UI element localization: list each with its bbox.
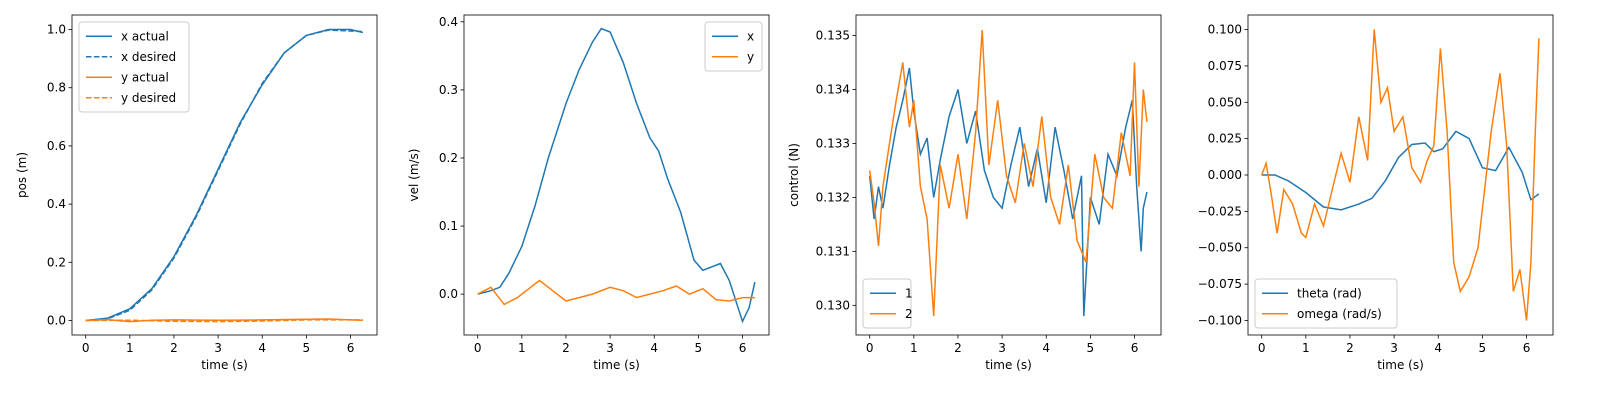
y-tick-label-4-2: −0.050 [1198, 241, 1242, 255]
y-tick-label-4-5: 0.025 [1208, 132, 1242, 146]
x-tick-label-2-1: 1 [518, 341, 526, 355]
legend-box-3 [862, 278, 912, 329]
y-tick-label-3-0: 0.130 [816, 298, 850, 312]
legend-entry-4-1: theta (rad) [1297, 286, 1362, 300]
x-tick-label-1-2: 2 [170, 341, 178, 355]
y-axis-label-1: pos (m) [15, 152, 29, 198]
chart-panel-3: 0 1 2 3 4 5 60.1300.1310.1320.1330.1340.135tim… [787, 14, 1162, 372]
legend-box-4 [1254, 278, 1398, 329]
legend-entry-3-1: 1 [905, 286, 913, 300]
x-tick-label-3-6: 6 [1131, 341, 1139, 355]
x-tick-label-1-1: 1 [126, 341, 134, 355]
series-line-4-1 [1261, 130, 1540, 211]
x-tick-label-4-6: 6 [1523, 341, 1531, 355]
y-tick-label-1-4: 0.8 [47, 81, 66, 95]
series-line-2-1 [477, 27, 756, 324]
x-tick-label-2-3: 3 [606, 341, 614, 355]
x-axis-label-2: time (s) [593, 358, 640, 372]
x-axis-label-4: time (s) [1377, 358, 1424, 372]
x-tick-label-1-5: 5 [303, 341, 311, 355]
legend-entry-1-1: x actual [121, 29, 169, 43]
legend-3: 12 [862, 278, 913, 329]
legend-1: x actual x desired y actual y desired [78, 21, 190, 113]
series-line-1-2 [85, 29, 363, 322]
legend-entry-1-2: x desired [121, 50, 176, 64]
x-tick-label-2-6: 6 [739, 341, 747, 355]
x-axis-label-3: time (s) [985, 358, 1032, 372]
x-tick-label-3-1: 1 [910, 341, 918, 355]
x-tick-label-4-3: 3 [1390, 341, 1398, 355]
y-tick-label-4-6: 0.050 [1208, 95, 1242, 109]
x-tick-label-3-2: 2 [954, 341, 962, 355]
legend-entry-2-2: y [747, 50, 754, 64]
legend-2: xy [704, 21, 763, 72]
series-line-2-2 [477, 279, 755, 306]
chart-panel-2: 0 1 2 3 4 5 6 0.0 0.1 0.2 0.3 0.4 time (s) vel (m/s) x… [407, 14, 770, 372]
axes-frame-2 [463, 14, 770, 336]
x-tick-label-1-3: 3 [214, 341, 222, 355]
x-tick-label-3-0: 0 [866, 341, 874, 355]
y-tick-label-3-2: 0.132 [816, 190, 850, 204]
y-tick-label-1-2: 0.4 [47, 197, 66, 211]
axes-frame-3 [855, 14, 1162, 336]
x-tick-label-4-2: 2 [1346, 341, 1354, 355]
y-axis-label-3: control (N) [787, 143, 801, 207]
chart-panel-1: 0 1 2 3 4 5 6 0.0 0.2 0.4 0.6 0.8 1.0 time (s) pos (m)… [15, 14, 378, 372]
y-tick-label-2-1: 0.1 [439, 219, 458, 233]
y-axis-label-2: vel (m/s) [407, 149, 421, 202]
y-tick-label-2-4: 0.4 [439, 15, 458, 29]
series-line-3-1 [868, 67, 1148, 317]
y-tick-label-4-4: 0.000 [1208, 168, 1242, 182]
legend-entry-4-2: omega (rad/s) [1297, 307, 1382, 321]
series-line-3-2 [868, 30, 1148, 317]
y-tick-label-2-3: 0.3 [439, 83, 458, 97]
legend-box-1 [78, 21, 190, 113]
x-tick-label-4-5: 5 [1479, 341, 1487, 355]
legend-4: theta (rad) omega (rad/s) [1254, 278, 1398, 329]
y-tick-label-1-5: 1.0 [47, 23, 66, 37]
x-tick-label-4-0: 0 [1258, 341, 1266, 355]
x-tick-label-3-4: 4 [1042, 341, 1050, 355]
y-tick-label-3-5: 0.135 [816, 29, 850, 43]
series-line-1-4 [85, 319, 363, 323]
y-tick-label-1-0: 0.0 [47, 313, 66, 327]
series-line-4-2 [1260, 29, 1540, 321]
legend-entry-3-2: 2 [905, 307, 913, 321]
y-tick-label-1-3: 0.6 [47, 139, 66, 153]
y-tick-label-2-0: 0.0 [439, 287, 458, 301]
legend-box-2 [704, 21, 763, 72]
x-tick-label-3-5: 5 [1087, 341, 1095, 355]
axes-frame-1 [71, 14, 378, 336]
x-tick-label-1-6: 6 [347, 341, 355, 355]
x-tick-label-2-0: 0 [474, 341, 482, 355]
y-tick-label-4-3: −0.025 [1198, 204, 1242, 218]
x-tick-label-1-0: 0 [82, 341, 90, 355]
x-tick-label-2-5: 5 [695, 341, 703, 355]
x-tick-label-2-2: 2 [562, 341, 570, 355]
x-tick-label-2-4: 4 [650, 341, 658, 355]
x-axis-label-1: time (s) [201, 358, 248, 372]
x-tick-label-4-4: 4 [1434, 341, 1442, 355]
y-tick-label-4-1: −0.075 [1198, 277, 1242, 291]
legend-entry-2-1: x [747, 29, 754, 43]
x-tick-label-1-4: 4 [258, 341, 266, 355]
y-tick-label-3-3: 0.133 [816, 136, 850, 150]
legend-entry-1-4: y desired [121, 91, 176, 105]
x-tick-label-4-1: 1 [1302, 341, 1310, 355]
y-tick-label-3-1: 0.131 [816, 244, 850, 258]
y-tick-label-3-4: 0.134 [816, 82, 850, 96]
x-tick-label-3-3: 3 [998, 341, 1006, 355]
y-tick-label-4-0: −0.100 [1198, 313, 1242, 327]
chart-panel-4: 0 1 2 3 4 5 6 −0.100 −0.075 −0.050 −0.025 0.000 0.02… [1198, 14, 1554, 372]
legend-entry-1-3: y actual [121, 70, 169, 84]
y-tick-label-4-8: 0.100 [1208, 23, 1242, 37]
y-tick-label-2-2: 0.2 [439, 151, 458, 165]
y-tick-label-4-7: 0.075 [1208, 59, 1242, 73]
y-tick-label-1-1: 0.2 [47, 255, 66, 269]
